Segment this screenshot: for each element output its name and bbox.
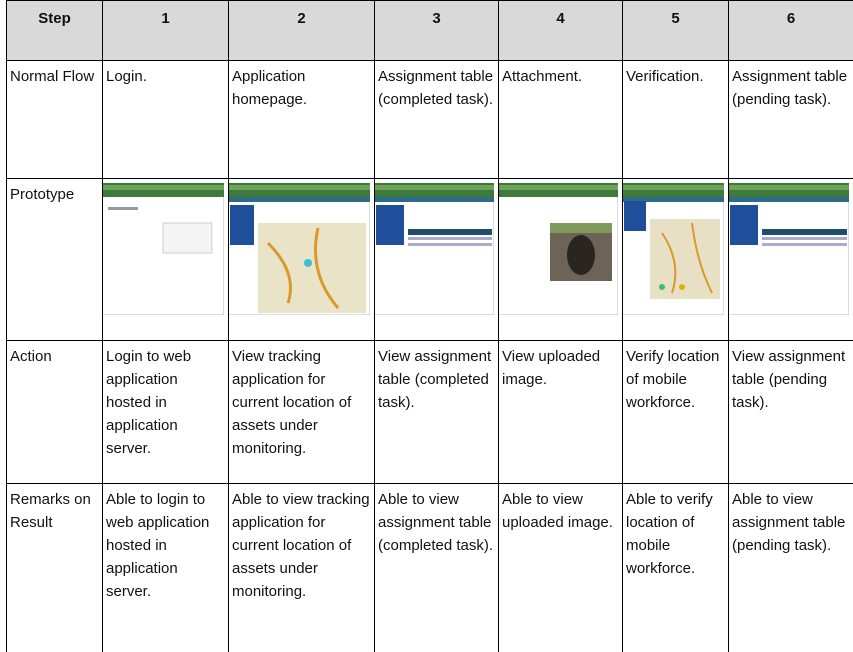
cell: View uploaded image. bbox=[498, 340, 623, 484]
cell: Able to login to web application hosted … bbox=[102, 483, 229, 652]
cell: Assignment table (completed task). bbox=[374, 60, 499, 179]
prototype-cell bbox=[102, 178, 229, 341]
row-label: Normal Flow bbox=[6, 60, 103, 179]
cell: Able to view assignment table (pending t… bbox=[728, 483, 853, 652]
table-row: Remarks on Result Able to login to web ap… bbox=[6, 483, 853, 652]
prototype-cell bbox=[498, 178, 623, 341]
cell: View tracking application for current lo… bbox=[228, 340, 375, 484]
cell: View assignment table (pending task). bbox=[728, 340, 853, 484]
prototype-screenshot bbox=[103, 183, 224, 315]
header-cell: 3 bbox=[374, 0, 499, 61]
cell: Able to view assignment table (completed… bbox=[374, 483, 499, 652]
table-row: Action Login to web application hosted in… bbox=[6, 340, 853, 484]
prototype-cell bbox=[728, 178, 853, 341]
prototype-cell bbox=[374, 178, 499, 341]
header-cell: 6 bbox=[728, 0, 853, 61]
cell: Assignment table (pending task). bbox=[728, 60, 853, 179]
prototype-cell bbox=[622, 178, 729, 341]
cell: Login. bbox=[102, 60, 229, 179]
header-cell: 2 bbox=[228, 0, 375, 61]
prototype-screenshot bbox=[229, 183, 370, 315]
prototype-screenshot bbox=[729, 183, 849, 315]
header-cell: 4 bbox=[498, 0, 623, 61]
cell: Able to verify location of mobile workfo… bbox=[622, 483, 729, 652]
header-cell: 1 bbox=[102, 0, 229, 61]
prototype-cell bbox=[228, 178, 375, 341]
cell: Able to view uploaded image. bbox=[498, 483, 623, 652]
row-label: Action bbox=[6, 340, 103, 484]
cell: Attachment. bbox=[498, 60, 623, 179]
cell: Able to view tracking application for cu… bbox=[228, 483, 375, 652]
row-label: Prototype bbox=[6, 178, 103, 341]
header-row: Step 1 2 3 4 5 6 bbox=[6, 0, 853, 61]
header-cell: 5 bbox=[622, 0, 729, 61]
cell: Login to web application hosted in appli… bbox=[102, 340, 229, 484]
table-row: Normal Flow Login. Application homepage. As… bbox=[6, 60, 853, 179]
prototype-screenshot bbox=[499, 183, 618, 315]
prototype-screenshot bbox=[623, 183, 724, 315]
header-cell: Step bbox=[6, 0, 103, 61]
cell: Verification. bbox=[622, 60, 729, 179]
prototype-screenshot bbox=[375, 183, 494, 315]
cell: View assignment table (completed task). bbox=[374, 340, 499, 484]
row-label: Remarks on Result bbox=[6, 483, 103, 652]
cell: Verify location of mobile workforce. bbox=[622, 340, 729, 484]
cell: Application homepage. bbox=[228, 60, 375, 179]
table-row: Prototype bbox=[6, 178, 853, 341]
flow-table: Step 1 2 3 4 5 6 Normal Flow Login. Application … bbox=[6, 0, 853, 652]
